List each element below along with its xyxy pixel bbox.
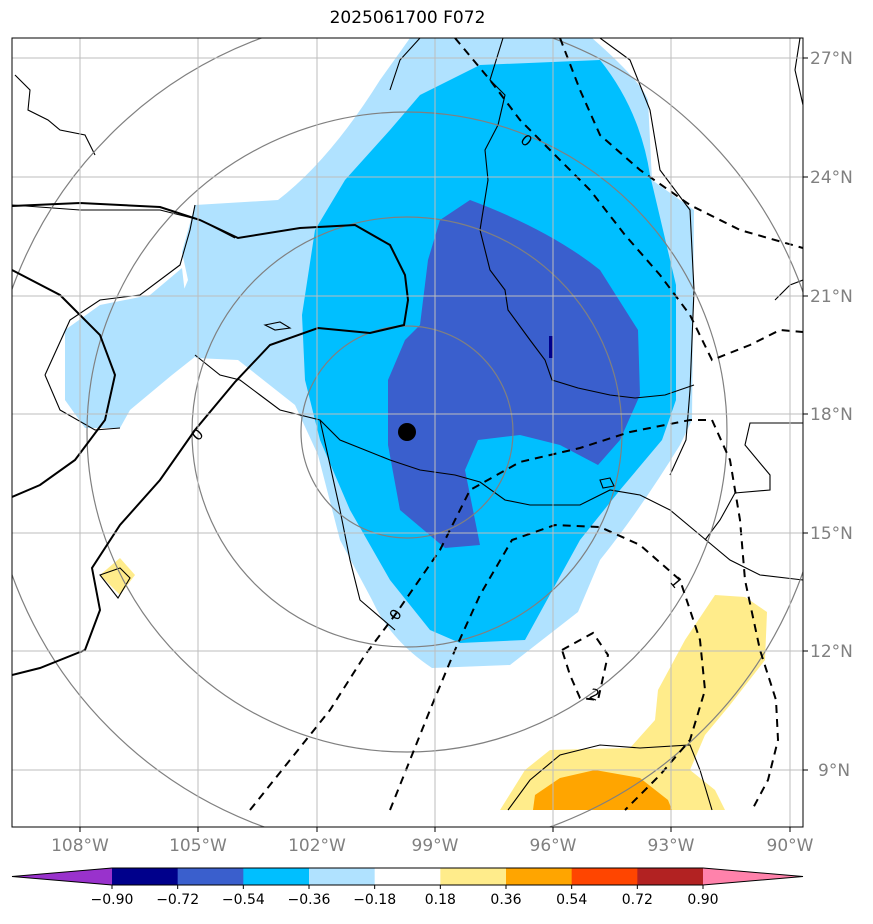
contour-dashed — [249, 38, 803, 811]
lon-label: 93°W — [648, 836, 695, 856]
lat-label: 15°N — [810, 524, 853, 544]
colorbar-extend-high — [703, 868, 803, 885]
lat-label: 12°N — [810, 642, 853, 662]
colorbar-tick-label: −0.54 — [222, 892, 265, 908]
colorbar-tick-label: 0.18 — [425, 892, 456, 908]
colorbar-segment — [177, 868, 244, 885]
colorbar-segment — [637, 868, 704, 885]
field-orange — [533, 770, 672, 810]
coastlines — [12, 38, 803, 811]
field-yellow — [100, 558, 767, 810]
colorbar-segment — [243, 868, 310, 885]
map-frame — [11, 37, 804, 828]
colorbar-segment — [506, 868, 573, 885]
lat-label: 18°N — [810, 405, 853, 425]
lat-label: 21°N — [810, 287, 853, 307]
colorbar-segment — [440, 868, 507, 885]
field-royal-blue — [388, 200, 640, 548]
lon-label: 90°W — [767, 836, 814, 856]
axis-ticks — [79, 57, 808, 832]
storm-center-marker — [398, 423, 416, 441]
lon-label: 102°W — [288, 836, 346, 856]
lat-label: 27°N — [810, 49, 853, 69]
lat-lon-grid — [12, 38, 803, 827]
lat-labels: 27°N 24°N 21°N 18°N 15°N 12°N 9°N — [810, 49, 853, 781]
lon-label: 105°W — [169, 836, 227, 856]
contour-solid — [12, 201, 410, 676]
colorbar-tick-label: 0.72 — [622, 892, 653, 908]
colorbar-segment — [374, 868, 441, 885]
field-dark-blue-speck — [549, 336, 553, 358]
colorbar-segment — [309, 868, 376, 885]
lon-labels: 108°W 105°W 102°W 99°W 96°W 93°W 90°W — [51, 836, 814, 856]
lat-label: 9°N — [818, 761, 850, 781]
map-title: 2025061700 F072 — [329, 8, 486, 28]
colorbar-tick-label: 0.54 — [556, 892, 587, 908]
lon-label: 96°W — [530, 836, 577, 856]
colorbar-tick-label: −0.18 — [353, 892, 396, 908]
colorbar-tick-label: −0.36 — [288, 892, 331, 908]
colorbar-segment — [571, 868, 638, 885]
colorbar-tick-label: 0.36 — [490, 892, 521, 908]
colorbar-extend-low — [12, 868, 112, 885]
colorbar-tick-label: 0.90 — [687, 892, 718, 908]
lat-label: 24°N — [810, 168, 853, 188]
colorbar-tick-label: −0.90 — [91, 892, 134, 908]
colorbar-segment — [112, 868, 179, 885]
range-rings — [12, 38, 803, 827]
map-area: 0 0 0 1 2 — [12, 38, 803, 827]
lon-label: 99°W — [412, 836, 459, 856]
colorbar: −0.90 −0.72 −0.54 −0.36 −0.18 0.18 0.36 0.54 0.7… — [11, 867, 804, 908]
colorbar-tick-label: −0.72 — [156, 892, 199, 908]
lon-label: 108°W — [51, 836, 109, 856]
